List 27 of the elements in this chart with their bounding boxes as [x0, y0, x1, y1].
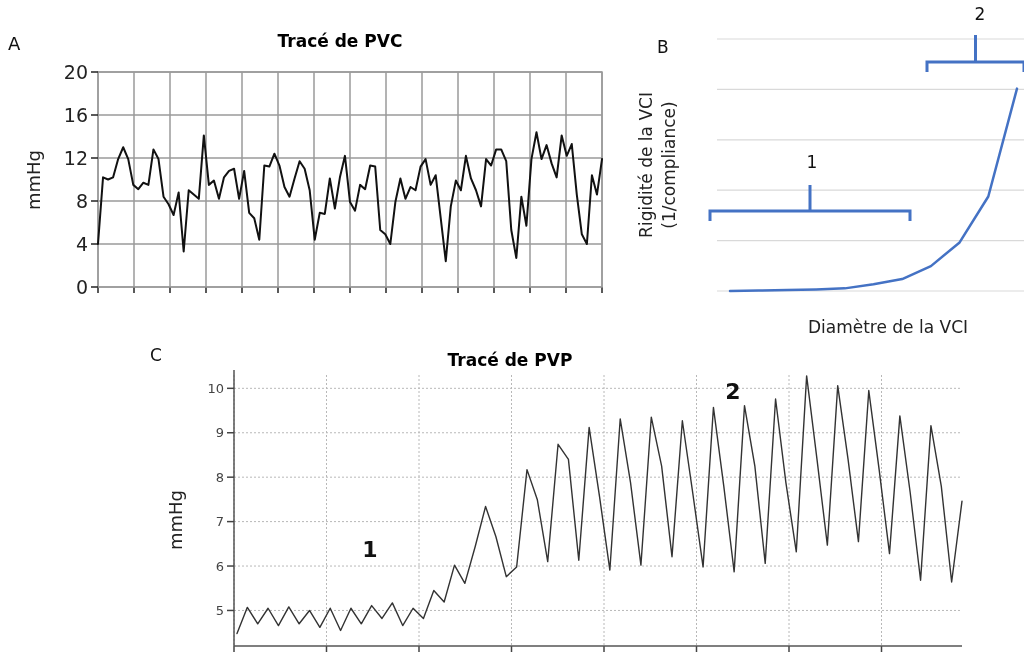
y-tick-label: 20 — [63, 60, 88, 83]
y-axis-title: mmHg — [165, 489, 186, 551]
y-tick-label: 12 — [63, 146, 88, 169]
line-series — [236, 375, 963, 635]
y-tick-label: 8 — [215, 469, 224, 485]
y-tick-label: 7 — [215, 514, 224, 530]
y-axis-title: mmHg — [23, 149, 44, 211]
chart-title: Tracé de PVC — [277, 31, 403, 51]
text: B — [657, 37, 669, 57]
text: 2 — [974, 4, 986, 24]
y-tick-label: 4 — [75, 232, 88, 255]
annotation: 1 — [806, 152, 818, 172]
y-tick-label: 5 — [215, 603, 224, 619]
y-tick-label: 10 — [207, 380, 224, 396]
y-tick-label: 8 — [75, 189, 88, 212]
chart-title: Tracé de PVP — [447, 350, 573, 370]
annotation: 1 — [362, 537, 378, 562]
line-series — [97, 131, 603, 263]
y-tick-label: 16 — [63, 103, 88, 126]
y-tick-label: 9 — [215, 425, 224, 441]
y-tick-label: 6 — [215, 558, 224, 574]
x-axis-title: Diamètre de la VCI — [807, 317, 969, 337]
y-tick-label: 0 — [75, 275, 88, 298]
text: C — [150, 345, 162, 365]
annotation: 2 — [725, 379, 741, 404]
text: A — [8, 33, 21, 54]
y-axis-title: Rigidité de la VCI (1/compliance) — [636, 92, 679, 238]
